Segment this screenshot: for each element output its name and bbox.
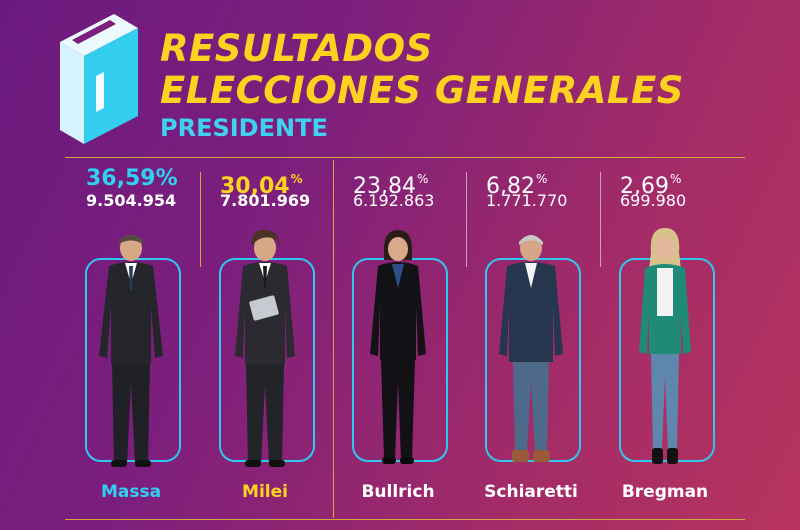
candidate-card-massa: 36,59% 9.504.954 Massa — [66, 160, 196, 518]
percent-number: 23,84 — [353, 174, 416, 199]
candidate-card-bregman: 2,69% 699.980 Bregman — [600, 160, 730, 518]
candidate-photo — [499, 235, 563, 462]
percent-number: 30,04 — [220, 174, 290, 199]
top-divider — [65, 157, 745, 158]
candidate-name: Bregman — [621, 482, 709, 502]
percent-value: 30,04% — [220, 166, 303, 200]
percent-number: 6,82 — [486, 174, 535, 199]
percent-value: 36,59% — [86, 166, 178, 192]
candidate-card-bullrich: 23,84% 6.192.863 Bullrich — [333, 160, 463, 518]
candidate-photo — [99, 235, 163, 467]
vote-count: 7.801.969 — [220, 191, 311, 210]
column-divider — [333, 160, 334, 518]
page-title: RESULTADOS ELECCIONES GENERALES — [160, 28, 684, 112]
candidate-card-schiaretti: 6,82% 1.771.770 Schiaretti — [466, 160, 596, 518]
candidate-photo — [370, 230, 426, 464]
page-subtitle: PRESIDENTE — [160, 114, 328, 142]
percent-value: 2,69% — [620, 166, 681, 200]
vote-count: 9.504.954 — [86, 191, 177, 210]
percent-value: 23,84% — [353, 166, 428, 200]
column-divider — [200, 172, 201, 267]
percent-value: 6,82% — [486, 166, 547, 200]
percent-number: 2,69 — [620, 174, 669, 199]
candidate-name: Schiaretti — [484, 482, 578, 502]
vote-count: 699.980 — [620, 191, 687, 210]
percent-sign: % — [290, 172, 303, 186]
vote-count: 1.771.770 — [486, 191, 568, 210]
percent-sign: % — [535, 172, 548, 186]
title-line-2: ELECCIONES GENERALES — [160, 69, 684, 112]
candidate-name: Bullrich — [361, 482, 435, 502]
percent-sign: % — [155, 166, 178, 191]
candidate-photo — [235, 229, 295, 467]
percent-sign: % — [669, 172, 682, 186]
percent-sign: % — [416, 172, 429, 186]
column-divider — [600, 172, 601, 267]
bottom-divider — [65, 519, 745, 520]
column-divider — [466, 172, 467, 267]
candidate-name: Milei — [242, 482, 288, 502]
ballot-box-icon — [60, 14, 138, 144]
candidate-card-milei: 30,04% 7.801.969 Milei — [200, 160, 330, 518]
vote-count: 6.192.863 — [353, 191, 435, 210]
candidate-name: Massa — [100, 482, 162, 502]
candidate-photo — [639, 228, 691, 464]
percent-number: 36,59 — [86, 166, 156, 191]
title-line-1: RESULTADOS — [160, 27, 433, 70]
